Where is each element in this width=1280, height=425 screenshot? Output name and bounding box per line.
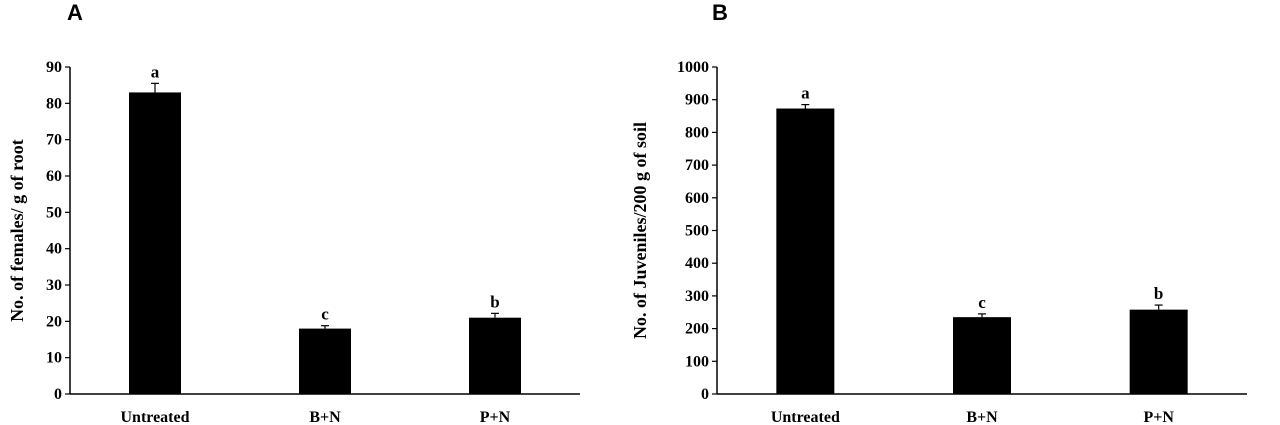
y-axis-title-b: No. of Juveniles/200 g of soil <box>630 122 650 339</box>
x-category-label-a: P+N <box>480 409 511 425</box>
significance-letter-b: b <box>1154 284 1163 303</box>
panel-label-b: B <box>712 0 728 25</box>
y-tick-label-b: 300 <box>685 288 709 305</box>
y-tick-label-b: 600 <box>685 190 709 207</box>
y-tick-label-b: 400 <box>685 255 709 272</box>
significance-letter-a: b <box>490 292 499 311</box>
y-tick-label-b: 100 <box>685 353 709 370</box>
x-category-label-b: B+N <box>966 409 998 425</box>
bar-a <box>469 317 521 394</box>
y-tick-label-b: 0 <box>701 386 709 403</box>
y-tick-label-a: 80 <box>46 95 62 112</box>
x-category-label-a: Untreated <box>120 409 189 425</box>
y-tick-label-a: 20 <box>46 313 62 330</box>
significance-letter-b: c <box>978 293 986 312</box>
y-tick-label-a: 40 <box>46 241 62 258</box>
x-category-label-a: B+N <box>309 409 341 425</box>
x-category-label-b: P+N <box>1143 409 1174 425</box>
bar-b <box>1129 309 1188 394</box>
y-tick-label-a: 0 <box>54 386 62 403</box>
y-tick-label-a: 90 <box>46 59 62 76</box>
y-tick-label-a: 30 <box>46 277 62 294</box>
significance-letter-b: a <box>801 84 810 103</box>
y-tick-label-a: 50 <box>46 204 62 221</box>
y-tick-label-b: 500 <box>685 223 709 240</box>
x-category-label-b: Untreated <box>771 409 840 425</box>
bar-a <box>129 92 181 394</box>
y-tick-label-a: 70 <box>46 132 62 149</box>
bar-b <box>953 317 1011 394</box>
y-tick-label-b: 1000 <box>677 59 709 76</box>
panel-label-a: A <box>67 0 83 25</box>
bar-b <box>776 108 835 395</box>
y-tick-label-a: 60 <box>46 168 62 185</box>
y-tick-label-b: 200 <box>685 321 709 338</box>
y-axis-title-a: No. of females/ g of root <box>7 139 27 322</box>
bar-a <box>299 328 351 394</box>
y-tick-label-b: 700 <box>685 157 709 174</box>
y-tick-label-a: 10 <box>46 350 62 367</box>
significance-letter-a: a <box>151 62 160 81</box>
significance-letter-a: c <box>321 305 329 324</box>
y-tick-label-b: 900 <box>685 92 709 109</box>
y-tick-label-b: 800 <box>685 124 709 141</box>
